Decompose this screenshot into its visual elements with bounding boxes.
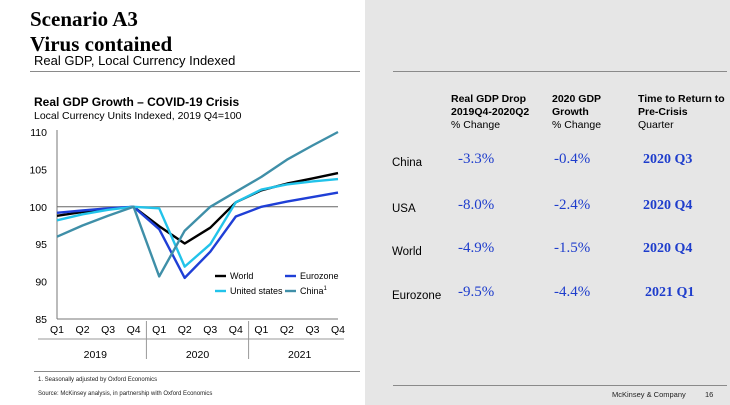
series-line-united-states (56, 177, 339, 268)
header-return-time-line1: Time to Return to (638, 93, 725, 105)
y-tick-label: 95 (35, 239, 47, 251)
divider (393, 385, 727, 386)
cell-china-growth: -0.4% (554, 151, 591, 167)
year-label: 2019 (84, 349, 108, 361)
cell-usa-growth: -2.4% (554, 197, 591, 213)
slide-title-line1: Scenario A3 (30, 7, 138, 31)
legend-label-world: World (230, 271, 253, 281)
row-label-world: World (392, 246, 422, 258)
header-gdp-drop: Real GDP Drop 2019Q4-2020Q2 % Change (451, 93, 529, 132)
header-gdp-growth-line3: % Change (552, 119, 602, 131)
x-tick-label: Q1 (152, 324, 166, 336)
header-return-time-line2: Pre-Crisis (638, 106, 688, 118)
page-number: 16 (705, 390, 714, 399)
chart-title: Real GDP Growth – COVID-19 Crisis (34, 95, 240, 109)
divider (30, 71, 360, 72)
header-gdp-growth: 2020 GDP Growth % Change (552, 93, 601, 132)
year-label: 2020 (186, 349, 210, 361)
cell-world-growth: -1.5% (554, 240, 591, 256)
x-tick-label: Q2 (280, 324, 294, 336)
header-gdp-drop-line2: 2019Q4-2020Q2 (451, 106, 530, 118)
header-gdp-drop-line1: Real GDP Drop (451, 93, 527, 105)
legend-label-eurozone: Eurozone (300, 271, 339, 281)
legend-label-china: China1 (300, 286, 328, 296)
divider (34, 371, 360, 372)
cell-china-return: 2020 Q3 (643, 152, 693, 167)
right-panel (365, 0, 730, 405)
company-name: McKinsey & Company (612, 390, 686, 399)
legend-label-united-states: United states (230, 286, 283, 296)
header-return-time: Time to Return to Pre-Crisis Quarter (638, 93, 725, 132)
row-label-usa: USA (392, 203, 416, 215)
row-label-eurozone: Eurozone (392, 290, 442, 302)
divider (393, 71, 727, 72)
y-tick-label: 85 (35, 314, 47, 326)
header-gdp-growth-line2: Growth (552, 106, 589, 118)
y-tick-label: 100 (29, 202, 47, 214)
x-tick-label: Q2 (76, 324, 90, 336)
cell-world-return: 2020 Q4 (643, 241, 693, 256)
chart-subtitle: Local Currency Units Indexed, 2019 Q4=10… (34, 110, 242, 122)
left-panel: Scenario A3 Virus contained Real GDP, Lo… (29, 7, 360, 397)
year-label: 2021 (288, 349, 312, 361)
cell-eurozone-growth: -4.4% (554, 284, 591, 300)
cell-china-drop: -3.3% (458, 151, 495, 167)
x-tick-label: Q3 (305, 324, 319, 336)
cell-world-drop: -4.9% (458, 240, 495, 256)
y-tick-label: 105 (29, 164, 47, 176)
x-tick-label: Q2 (178, 324, 192, 336)
x-tick-label: Q4 (331, 324, 345, 336)
series-line-china (56, 130, 339, 278)
source-note: Source: McKinsey analysis, in partnershi… (38, 391, 213, 397)
series-line-eurozone (56, 191, 339, 280)
y-tick-label: 90 (35, 277, 47, 289)
slide-title-line2: Virus contained (30, 32, 173, 56)
header-return-time-line3: Quarter (638, 119, 674, 131)
x-tick-label: Q4 (127, 324, 141, 336)
cell-usa-drop: -8.0% (458, 197, 495, 213)
x-tick-label: Q1 (254, 324, 268, 336)
header-gdp-growth-line1: 2020 GDP (552, 93, 602, 105)
x-tick-label: Q3 (101, 324, 115, 336)
x-tick-label: Q4 (229, 324, 243, 336)
cell-usa-return: 2020 Q4 (643, 198, 693, 213)
legend-superscript: 1 (324, 286, 328, 292)
x-tick-label: Q3 (203, 324, 217, 336)
y-tick-label: 110 (30, 127, 47, 139)
row-label-china: China (392, 157, 423, 169)
header-gdp-drop-line3: % Change (451, 119, 501, 131)
footnote: 1. Seasonally adjusted by Oxford Economi… (38, 377, 158, 383)
cell-eurozone-drop: -9.5% (458, 284, 495, 300)
gdp-line-chart: 85 90 95 100 105 110 Q1 Q2 Q3 Q4 Q1 Q2 Q3 Q4 Q1 Q2 Q3 Q4 2… (29, 127, 345, 361)
cell-eurozone-return: 2021 Q1 (645, 285, 695, 300)
x-tick-label: Q1 (50, 324, 64, 336)
slide-subtitle: Real GDP, Local Currency Indexed (34, 53, 236, 68)
